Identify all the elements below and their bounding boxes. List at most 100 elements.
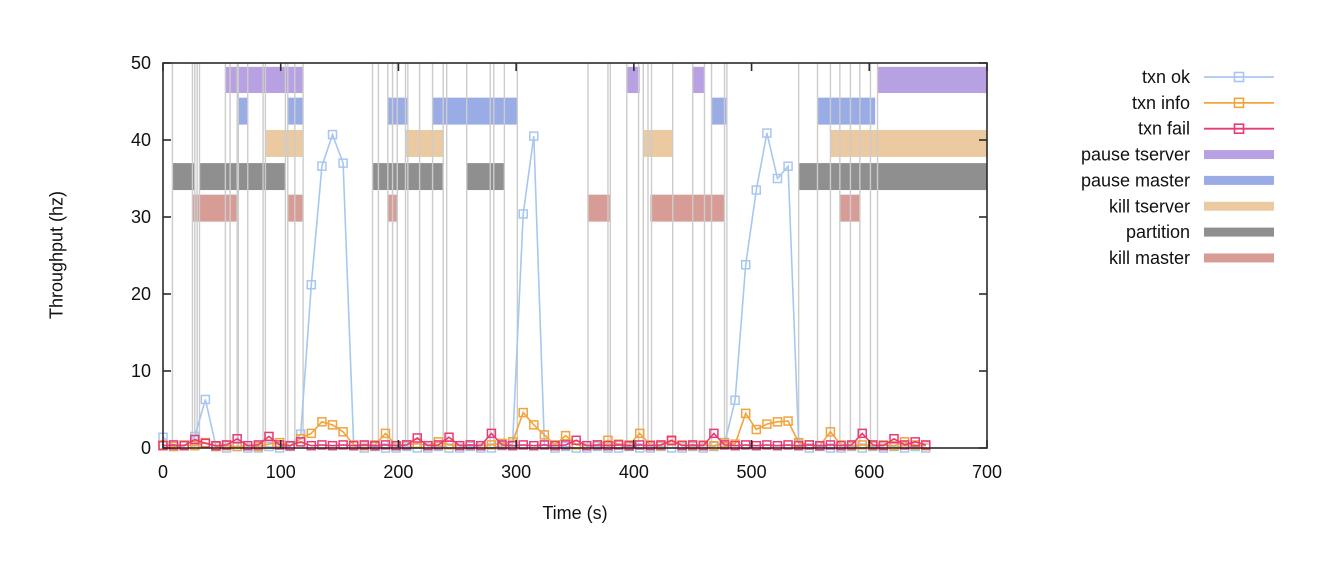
marker-txn-ok	[751, 185, 762, 195]
legend-item-pause-master: pause master	[1081, 170, 1274, 190]
legend-label: txn info	[1132, 93, 1190, 113]
marker-txn-fail	[486, 428, 497, 439]
legend-label: txn ok	[1142, 67, 1191, 87]
x-tick-label: 500	[737, 462, 767, 482]
marker-txn-fail	[656, 440, 666, 450]
legend: txn ok txn info txn fail pause tserver pause…	[1081, 67, 1274, 268]
legend-item-partition: partition	[1126, 222, 1274, 242]
marker-txn-fail	[317, 440, 327, 450]
x-tick-label: 400	[619, 462, 649, 482]
legend-item-txn-fail: txn fail	[1138, 119, 1274, 139]
marker-txn-info	[825, 427, 836, 437]
marker-txn-fail	[391, 440, 401, 451]
marker-txn-fail	[687, 440, 698, 450]
x-tick-label: 100	[266, 462, 296, 482]
marker-txn-fail	[645, 440, 656, 451]
marker-txn-ok	[200, 394, 211, 405]
marker-txn-ok	[306, 280, 317, 290]
marker-txn-fail	[783, 440, 793, 450]
band-kill-tserver	[405, 129, 444, 157]
y-tick-label: 20	[131, 284, 151, 304]
marker-txn-fail	[338, 440, 348, 450]
legend-marker	[1233, 123, 1245, 134]
marker-txn-fail	[518, 440, 528, 450]
marker-txn-fail	[295, 437, 306, 447]
marker-txn-fail	[857, 428, 867, 439]
band-kill-tserver	[265, 129, 304, 157]
legend-band-sample	[1204, 253, 1274, 263]
legend-label: partition	[1126, 222, 1190, 242]
legend-band-sample	[1204, 150, 1274, 160]
marker-txn-fail	[719, 440, 730, 450]
marker-txn-info	[751, 424, 762, 435]
y-tick-label: 40	[131, 130, 151, 150]
marker-txn-fail	[232, 434, 242, 444]
marker-txn-fail	[550, 440, 560, 451]
band-kill-master	[650, 194, 725, 222]
y-tick-label: 50	[131, 53, 151, 73]
marker-txn-fail	[476, 440, 486, 451]
marker-txn-fail	[359, 440, 370, 450]
legend-marker	[1233, 97, 1245, 109]
marker-txn-fail	[910, 437, 920, 447]
marker-txn-fail	[698, 440, 709, 451]
legend-item-pause-tserver: pause tserver	[1081, 145, 1274, 165]
marker-txn-fail	[433, 440, 444, 450]
legend-label: kill master	[1109, 248, 1190, 268]
marker-txn-fail	[846, 440, 857, 450]
marker-txn-info	[634, 428, 645, 439]
marker-txn-info	[740, 408, 751, 419]
marker-txn-ok	[529, 131, 539, 141]
x-tick-label: 600	[854, 462, 884, 482]
marker-txn-fail	[772, 440, 783, 451]
band-pause-master	[711, 97, 727, 125]
band-kill-tserver	[830, 129, 987, 157]
data-series	[158, 128, 931, 453]
marker-txn-fail	[560, 440, 571, 450]
x-tick-label: 200	[383, 462, 413, 482]
legend-label: pause tserver	[1081, 145, 1190, 165]
marker-txn-info	[783, 416, 793, 426]
x-tick-label: 0	[158, 462, 168, 482]
band-partition	[798, 163, 987, 191]
axes: 0 100 200 300 400 500 600 700 0 10 20 30 40 50	[131, 53, 1002, 482]
marker-txn-info	[317, 417, 327, 427]
marker-txn-fail	[423, 440, 433, 451]
marker-txn-fail	[613, 440, 624, 450]
marker-txn-info	[560, 430, 571, 441]
event-lines	[171, 63, 879, 448]
marker-txn-fail	[730, 440, 740, 451]
marker-txn-fail	[815, 440, 825, 451]
legend-band-sample	[1204, 201, 1274, 211]
marker-txn-fail	[793, 440, 804, 451]
marker-txn-fail	[497, 440, 507, 450]
marker-txn-fail	[666, 435, 677, 446]
marker-txn-info	[603, 435, 613, 446]
marker-txn-info	[380, 428, 391, 439]
marker-txn-ok	[518, 209, 528, 219]
y-axis-label: Throughput (hz)	[46, 190, 67, 320]
y-tick-label: 0	[141, 438, 151, 458]
marker-txn-fail	[380, 440, 391, 450]
marker-txn-fail	[190, 434, 200, 445]
marker-txn-fail	[211, 440, 221, 451]
marker-txn-ok	[783, 161, 793, 171]
plot-border	[162, 62, 988, 449]
marker-txn-fail	[412, 433, 423, 443]
marker-txn-fail	[539, 440, 550, 450]
marker-txn-fail	[327, 440, 338, 451]
marker-txn-ok	[730, 395, 740, 406]
marker-txn-fail	[253, 440, 264, 450]
series-line-txn-fail	[162, 432, 927, 447]
marker-txn-fail	[370, 440, 380, 451]
marker-txn-ok	[327, 129, 338, 140]
marker-txn-ok	[338, 158, 348, 168]
marker-txn-fail	[592, 440, 603, 450]
marker-txn-fail	[740, 440, 751, 450]
legend-band-sample	[1204, 175, 1274, 185]
marker-txn-fail	[634, 440, 645, 450]
marker-txn-info	[709, 440, 719, 451]
marker-txn-fail	[221, 440, 232, 450]
marker-txn-info	[486, 440, 497, 450]
